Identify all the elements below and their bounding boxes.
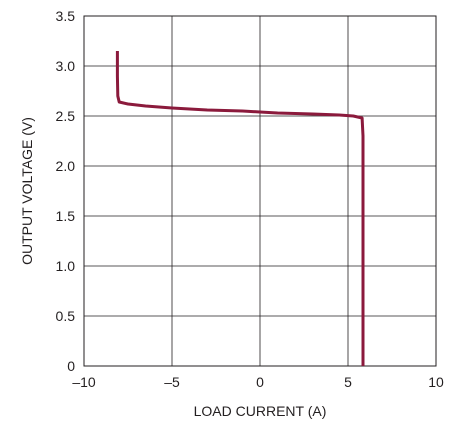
y-axis-ticks: 0 0.5 1.0 1.5 2.0 2.5 3.0 3.5 [56,8,76,374]
series-layer [115,51,365,366]
y-tick-label: 3.5 [56,8,76,24]
y-tick-label: 2.5 [56,108,76,124]
x-tick-label: –5 [164,374,180,390]
y-axis-label: OUTPUT VOLTAGE (V) [19,117,35,265]
x-axis-ticks: –10 –5 0 5 10 [72,374,444,390]
y-tick-label: 3.0 [56,58,76,74]
y-tick-label: 1.5 [56,208,76,224]
x-tick-label: 5 [344,374,352,390]
y-tick-label: 1.0 [56,258,76,274]
x-axis-label: LOAD CURRENT (A) [194,403,327,419]
series-line [115,51,365,366]
y-tick-label: 0 [67,358,75,374]
x-tick-label: –10 [72,374,96,390]
x-tick-label: 10 [428,374,444,390]
grid [84,16,436,366]
y-tick-label: 2.0 [56,158,76,174]
x-tick-label: 0 [256,374,264,390]
plot-frame [83,15,437,367]
y-tick-label: 0.5 [56,308,76,324]
